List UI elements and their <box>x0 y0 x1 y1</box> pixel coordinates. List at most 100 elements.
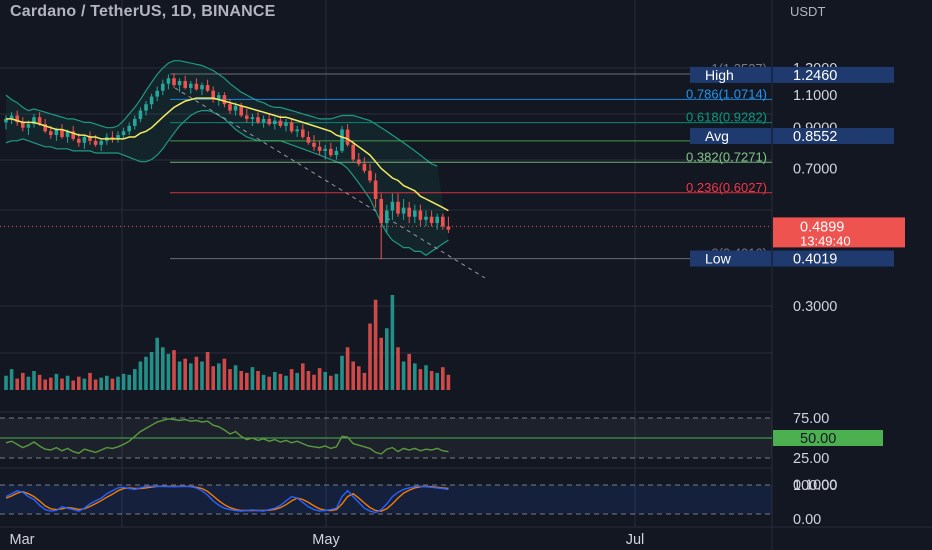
volume-bar <box>250 367 255 390</box>
candle-body <box>301 129 305 137</box>
candle-body <box>205 85 210 91</box>
rsi-axis-tick: 50.00 <box>800 431 836 447</box>
volume-bar <box>37 374 42 390</box>
price-tag-background <box>690 127 894 144</box>
volume-bar <box>340 355 344 390</box>
candle-body <box>418 210 423 220</box>
candle-body <box>88 136 92 141</box>
candle-body <box>245 115 249 119</box>
volume-bar <box>15 378 19 390</box>
candle-body <box>37 117 42 125</box>
volume-bar <box>429 371 434 390</box>
candle-body <box>295 129 299 132</box>
candle-body <box>172 78 176 86</box>
candle-body <box>110 136 115 139</box>
rsi-axis-tick: 75.00 <box>793 411 829 427</box>
stoch-axis-tick: 0.00 <box>793 512 821 528</box>
volume-bar <box>345 347 350 390</box>
volume-bar <box>189 363 193 390</box>
time-axis-tick: May <box>312 532 340 548</box>
volume-bar <box>211 366 215 390</box>
volume-bar <box>245 372 249 390</box>
candle-body <box>413 210 417 217</box>
candle-body <box>429 216 434 224</box>
candle-body <box>362 163 367 171</box>
candle-body <box>306 136 311 143</box>
stoch-axis-tick: 100.00 <box>793 478 837 494</box>
candle-body <box>273 120 277 125</box>
volume-bar <box>127 374 131 390</box>
volume-bar <box>446 374 451 390</box>
volume-bar <box>301 363 305 390</box>
volume-bar <box>4 375 8 390</box>
candle-body <box>93 140 98 145</box>
price-tag-value: 0.4019 <box>793 252 837 268</box>
candle-body <box>144 104 148 111</box>
volume-bar <box>368 323 372 390</box>
candle-body <box>211 90 215 100</box>
candle-body <box>312 142 316 147</box>
candle-body <box>435 216 439 224</box>
candle-body <box>82 136 87 143</box>
candle-body <box>26 124 31 128</box>
price-tag-background <box>690 66 894 83</box>
candle-body <box>43 124 47 132</box>
candle-body <box>239 105 243 116</box>
candle-body <box>54 129 59 136</box>
volume-bar <box>435 372 439 390</box>
candle-body <box>138 110 143 119</box>
volume-bar <box>161 347 165 390</box>
stoch-k-line <box>5 485 449 514</box>
volume-bar <box>278 373 283 390</box>
volume-bar <box>239 371 243 390</box>
candle-body <box>127 125 131 132</box>
stoch-d-line <box>5 485 449 512</box>
candle-body <box>351 144 355 160</box>
candle-body <box>323 148 327 151</box>
rsi-mid-badge <box>773 430 883 446</box>
price-tag-name: High <box>705 67 734 83</box>
volume-bar <box>77 376 81 390</box>
candle-body <box>71 131 75 139</box>
price-tag-background <box>690 250 894 267</box>
volume-bar <box>407 353 411 390</box>
volume-bar <box>418 369 423 390</box>
candle-body <box>222 95 227 105</box>
volume-bar <box>166 353 171 390</box>
currency-label: USDT <box>790 4 826 19</box>
volume-bar <box>155 337 159 390</box>
moving-average-line <box>6 97 449 212</box>
volume-bar <box>71 380 75 390</box>
volume-bar <box>133 369 137 390</box>
volume-bar <box>99 377 103 390</box>
volume-bar <box>228 369 232 390</box>
candle-body <box>155 90 159 97</box>
price-tag-value: 1.2460 <box>793 68 837 84</box>
candle-body <box>149 96 154 105</box>
time-axis-tick: Mar <box>10 532 35 548</box>
volume-bar <box>144 356 148 390</box>
candle-body <box>116 135 120 139</box>
volume-bar <box>9 369 14 390</box>
volume-bar <box>82 378 87 390</box>
volume-bar <box>385 328 389 390</box>
volume-bar <box>43 379 47 390</box>
candle-body <box>390 201 395 211</box>
candle-body <box>9 115 14 119</box>
volume-bar <box>93 379 98 390</box>
volume-bar <box>334 373 339 390</box>
candle-body <box>233 105 238 111</box>
candle-body <box>424 216 428 220</box>
symbol-title[interactable]: Cardano / TetherUS, 1D, BINANCE <box>10 3 276 20</box>
price-axis-tick: 0.1000 <box>793 477 837 493</box>
volume-bar <box>379 337 383 390</box>
volume-bar <box>65 375 70 390</box>
fib-level-label: 0.786(1.0714) <box>686 86 767 101</box>
volume-bar <box>194 356 199 390</box>
rsi-line <box>5 418 449 455</box>
candle-body <box>357 159 361 164</box>
volume-bar <box>413 363 417 390</box>
volume-bar <box>323 371 327 390</box>
